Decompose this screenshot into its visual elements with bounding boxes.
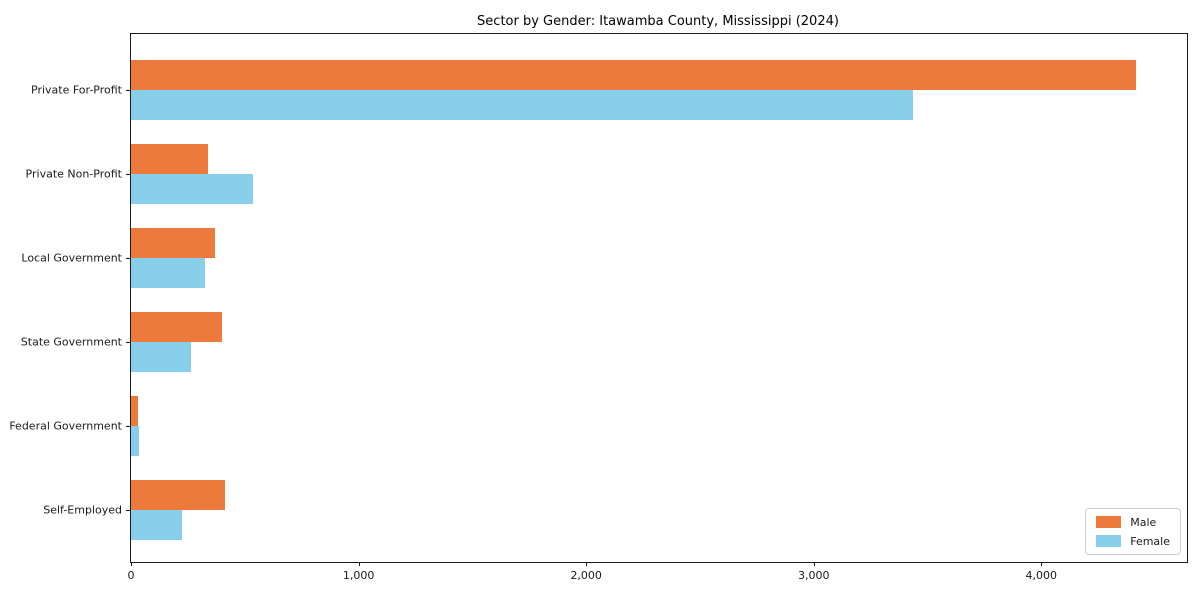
bar-female-1 — [131, 173, 253, 204]
y-axis-tick — [126, 173, 130, 175]
bar-female-3 — [131, 341, 192, 372]
x-axis-label: 2,000 — [570, 569, 602, 582]
bar-female-0 — [131, 89, 913, 120]
y-axis-label: Private Non-Profit — [25, 167, 122, 180]
legend: Male Female — [1085, 508, 1181, 555]
legend-label: Female — [1130, 534, 1170, 548]
bar-male-3 — [131, 311, 222, 342]
x-axis-label: 3,000 — [798, 569, 830, 582]
y-axis-tick — [126, 341, 130, 343]
bar-female-2 — [131, 257, 205, 288]
chart-title: Sector by Gender: Itawamba County, Missi… — [477, 14, 839, 29]
y-axis-tick — [126, 425, 130, 427]
x-axis-tick — [131, 562, 132, 566]
x-axis-label: 4,000 — [1025, 569, 1058, 582]
bar-female-5 — [131, 509, 183, 540]
x-axis-tick — [813, 562, 815, 566]
bar-female-4 — [131, 425, 139, 456]
bar-male-4 — [131, 395, 138, 426]
legend-entry-female: Female — [1096, 535, 1170, 547]
x-axis-label: 0 — [127, 569, 135, 582]
legend-label: Male — [1130, 515, 1157, 529]
legend-swatch-male — [1096, 516, 1122, 528]
y-axis-tick — [126, 89, 130, 91]
x-axis-tick — [1041, 562, 1043, 566]
y-axis-label: Federal Government — [9, 419, 122, 432]
legend-entry-male: Male — [1096, 516, 1170, 528]
x-axis-tick — [358, 562, 360, 566]
bar-male-1 — [131, 143, 209, 174]
bar-male-0 — [131, 59, 1136, 90]
x-axis-tick — [586, 562, 588, 566]
legend-swatch-female — [1096, 535, 1122, 547]
y-axis-tick — [126, 257, 130, 259]
y-axis-tick — [126, 509, 130, 511]
x-axis-label: 1,000 — [342, 569, 375, 582]
y-axis-label: Self-Employed — [43, 503, 122, 516]
y-axis-label: Local Government — [21, 251, 122, 264]
plot-area: Male Female Private For-Profit Private Non… — [9, 33, 1188, 582]
y-axis-label: State Government — [20, 335, 122, 348]
y-axis-label: Private For-Profit — [31, 83, 122, 96]
bar-male-5 — [131, 479, 226, 510]
bar-male-2 — [131, 227, 216, 258]
